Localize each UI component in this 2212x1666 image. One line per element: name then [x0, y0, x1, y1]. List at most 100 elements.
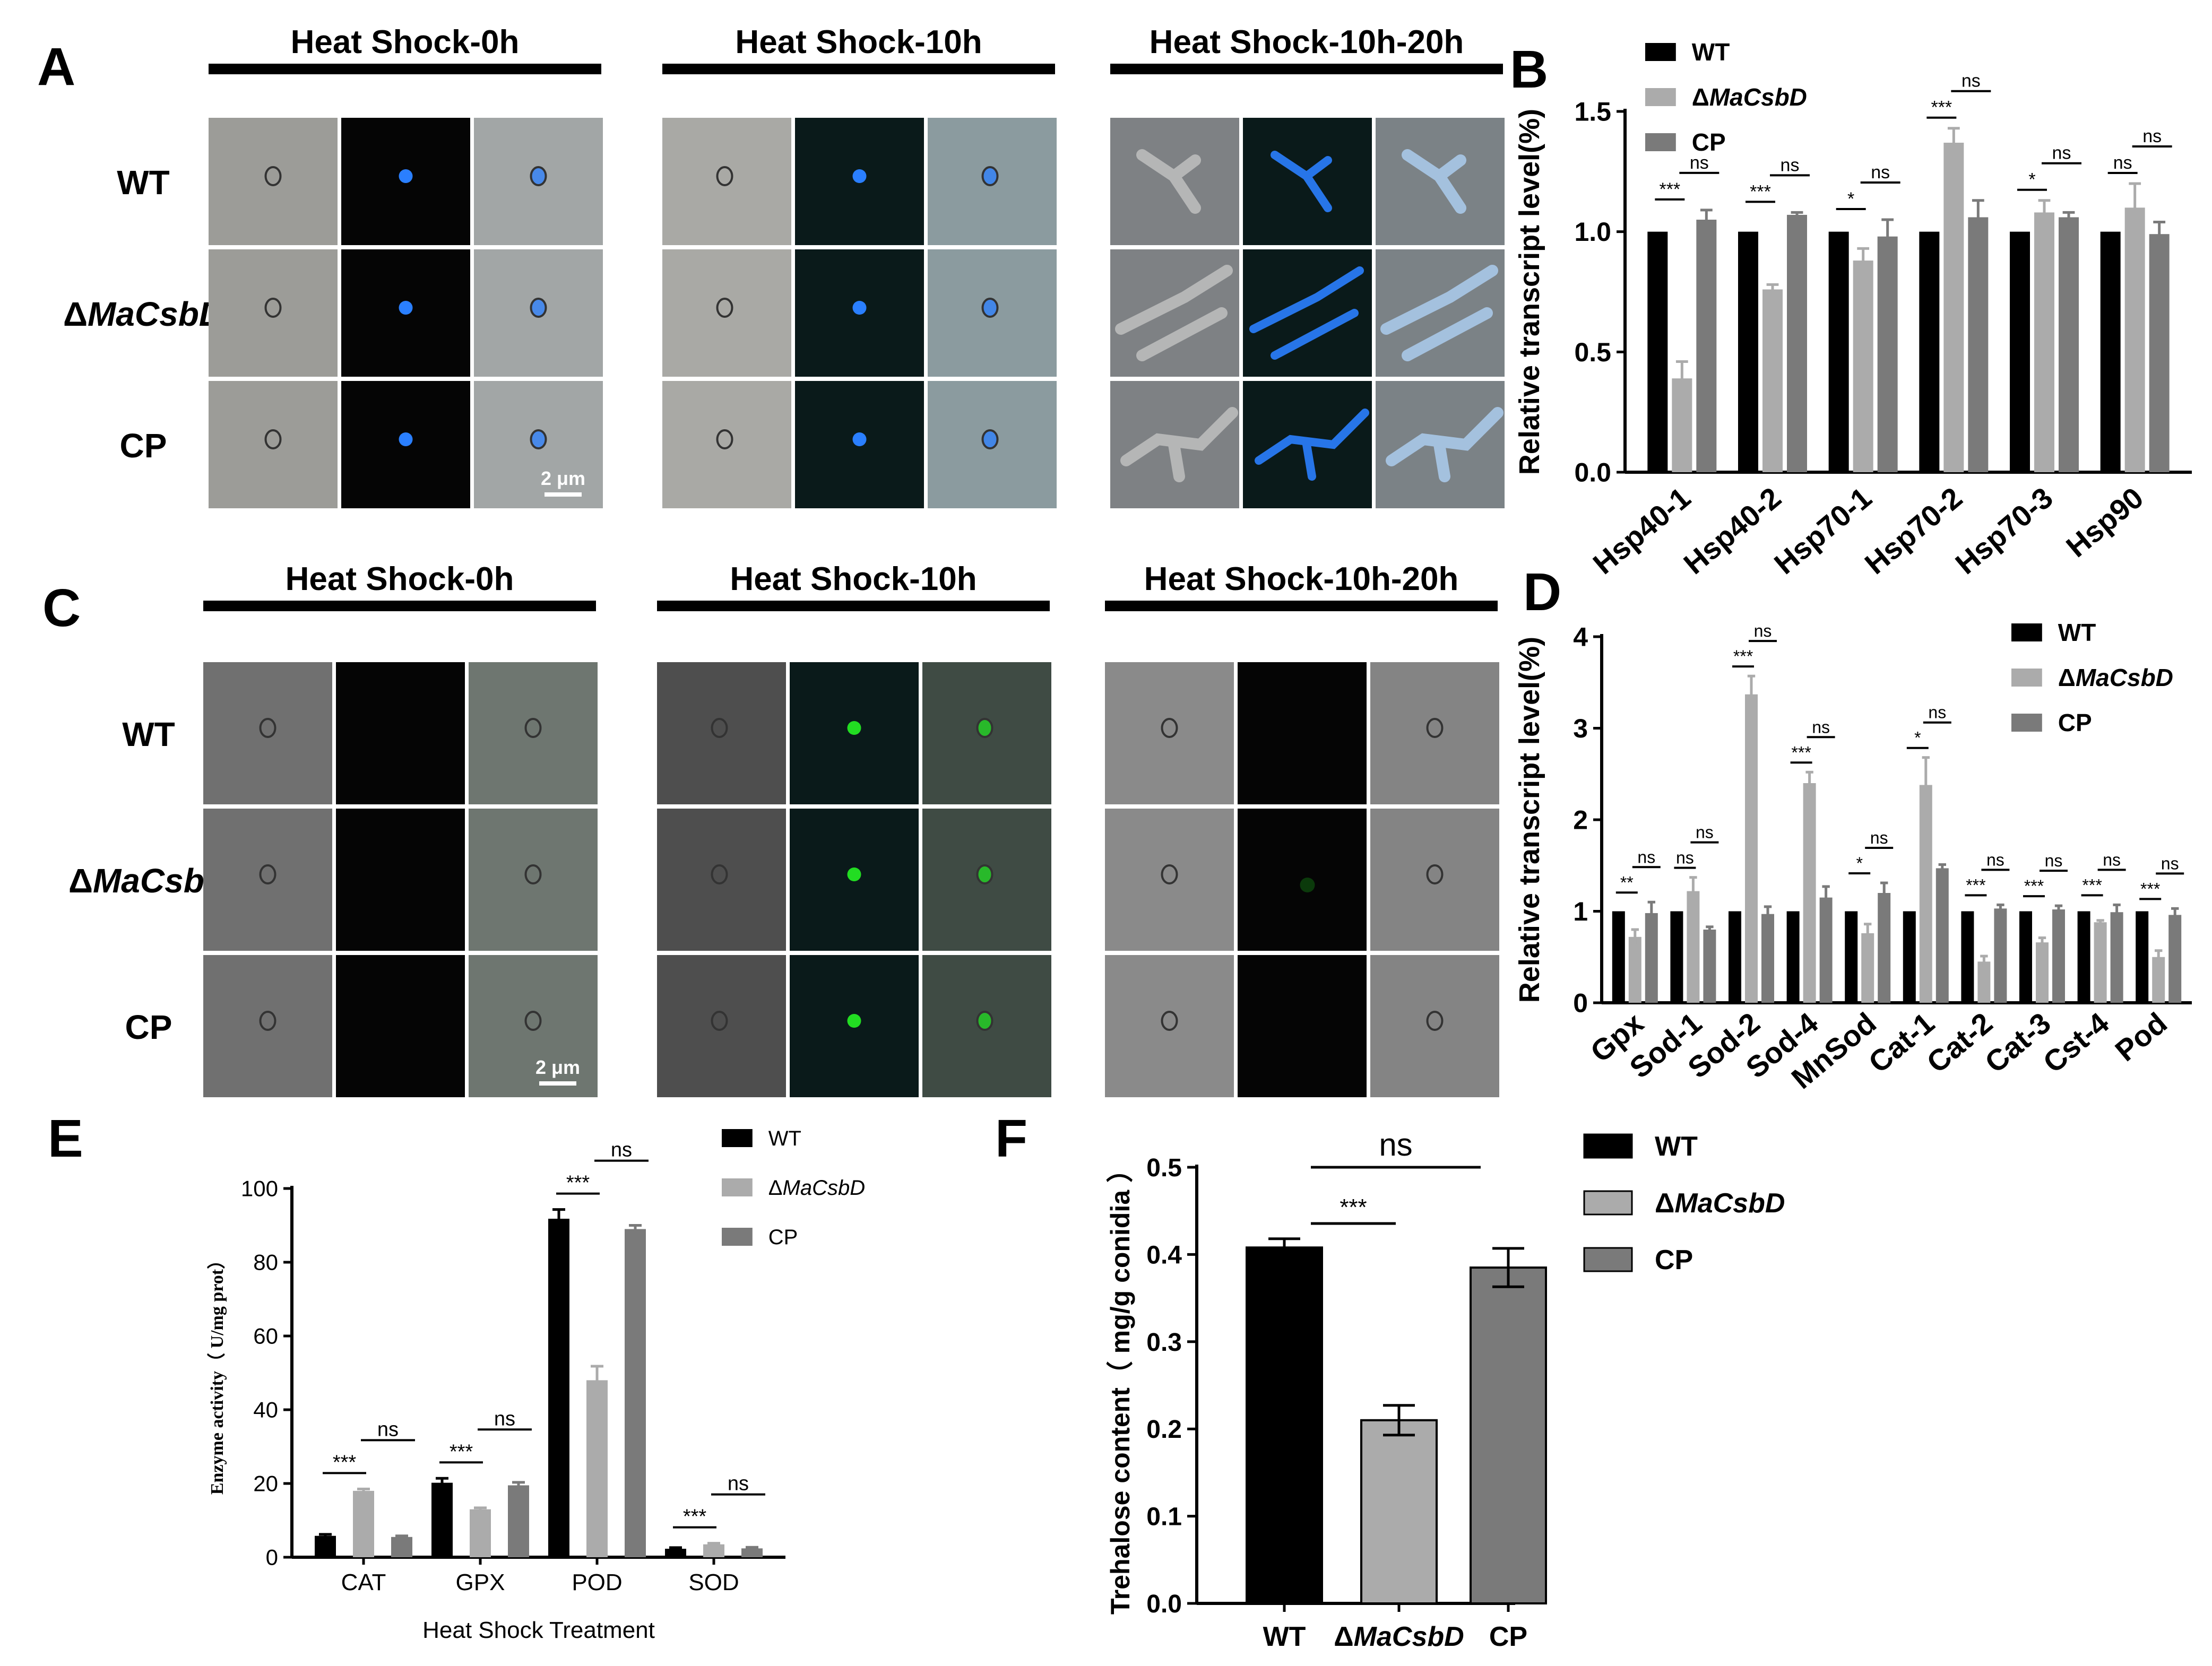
hypha — [1120, 407, 1238, 482]
legend-label: ΔMaCsbD — [768, 1176, 865, 1200]
significance-label: ** — [1620, 873, 1634, 892]
y-axis-label: Relative transcript level(%) — [1514, 637, 1545, 1003]
bar — [1845, 911, 1858, 1003]
x-tick-label: SOD — [688, 1569, 739, 1595]
x-tick-label: ΔMaCsbD — [1334, 1621, 1464, 1652]
legend-label: ΔMaCsbD — [1692, 83, 1807, 111]
conidium — [1426, 1011, 1444, 1031]
bar — [1903, 911, 1916, 1003]
hypha — [1255, 409, 1369, 481]
x-tick-label: Cat-1 — [1862, 1006, 1941, 1079]
significance-label: ns — [728, 1473, 749, 1495]
x-axis-label: Heat Shock Treatment — [422, 1617, 655, 1643]
x-tick-label: Hsp70-1 — [1768, 481, 1878, 580]
bar — [2094, 922, 2107, 1003]
significance-label: ns — [2045, 851, 2063, 870]
conidium — [981, 166, 999, 186]
significance-label: *** — [333, 1451, 357, 1473]
column-header-bar — [662, 64, 1055, 74]
bar — [1647, 231, 1668, 472]
bar — [1961, 911, 1974, 1003]
conidium — [976, 718, 993, 738]
significance-label: ns — [2052, 143, 2071, 163]
y-tick-label: 40 — [253, 1398, 278, 1422]
bar — [2152, 957, 2165, 1003]
faint-spot — [1300, 878, 1315, 892]
bar — [1360, 1419, 1438, 1604]
micrograph-cell — [662, 381, 791, 508]
hypha — [1386, 407, 1504, 482]
panel-letter-a: A — [37, 37, 75, 97]
row-label: CP — [120, 427, 167, 465]
chart-e-enzyme-activity: 0 20 40 60 80 100 Enzyme activity（ U/mg prot） C… — [206, 1127, 865, 1643]
bar — [1919, 785, 1932, 1003]
conidium — [1161, 864, 1178, 884]
bar — [1968, 217, 1989, 472]
micrograph-cell — [209, 249, 338, 377]
micrograph-cell — [1238, 809, 1367, 951]
bar — [1828, 231, 1849, 472]
bar — [1977, 961, 1991, 1003]
y-tick-label: 80 — [253, 1250, 278, 1275]
bar — [2034, 212, 2054, 472]
bar — [315, 1535, 336, 1557]
significance-label: ns — [1637, 847, 1655, 866]
row-label: CP — [125, 1008, 172, 1046]
legend-label: CP — [1655, 1245, 1693, 1275]
bar — [741, 1548, 763, 1557]
fluorescent-spot — [399, 432, 413, 446]
legend-swatch — [1645, 88, 1676, 106]
conidium — [1161, 1011, 1178, 1031]
bar — [1878, 893, 1891, 1003]
bar — [2059, 217, 2079, 472]
significance-label: * — [1847, 189, 1854, 209]
bar — [1729, 911, 1741, 1003]
fluorescent-spot — [852, 301, 867, 315]
conidium — [981, 429, 999, 449]
x-tick-label: POD — [572, 1569, 622, 1595]
micrograph-grid-c: Heat Shock-0h Heat Shock-10h Heat Shock-10… — [68, 561, 1499, 1097]
panel-letter-f: F — [995, 1109, 1027, 1168]
fluorescent-spot — [852, 169, 867, 183]
hypha — [1115, 265, 1233, 361]
conidium — [530, 298, 547, 318]
legend-swatch — [2011, 669, 2042, 687]
column-title: Heat Shock-10h — [735, 24, 982, 60]
row-label: ΔMaCsbD — [63, 295, 223, 333]
fluorescent-spot — [847, 1014, 861, 1028]
bar — [1787, 214, 1807, 472]
scale-bar-label: 2 μm — [541, 467, 585, 489]
micrograph-cell — [657, 662, 786, 804]
scale-bar — [545, 492, 582, 497]
fluorescent-spot — [852, 432, 867, 446]
conidium — [264, 298, 282, 318]
significance-label: ns — [2113, 153, 2132, 173]
fluorescent-spot — [847, 867, 861, 881]
y-axis-label: Relative transcript level(%) — [1514, 109, 1545, 475]
hypha — [1136, 149, 1201, 214]
y-tick-label: 1.5 — [1574, 97, 1611, 127]
bar — [1670, 911, 1683, 1003]
significance-label: ns — [1690, 153, 1709, 173]
fluorescent-spot — [847, 721, 861, 735]
column-title: Heat Shock-0h — [286, 561, 514, 597]
panel-letter-d: D — [1523, 562, 1561, 622]
micrograph-cell — [203, 955, 332, 1097]
column-header-bar — [1110, 64, 1503, 74]
fluorescent-spot — [399, 169, 413, 183]
bar — [2124, 207, 2145, 472]
micrograph-cell — [662, 249, 791, 377]
conidium — [711, 864, 728, 884]
conidium — [976, 1011, 993, 1031]
conidium — [524, 864, 542, 884]
significance-label: ns — [1754, 621, 1772, 640]
column-header-bar — [209, 64, 601, 74]
legend-swatch — [1583, 1190, 1633, 1216]
micrograph-cell — [209, 381, 338, 508]
significance-label: *** — [1659, 179, 1680, 199]
conidium — [711, 718, 728, 738]
bar — [2010, 231, 2030, 472]
bar — [625, 1229, 646, 1557]
significance-label: * — [1856, 854, 1862, 873]
micrograph-cell — [1370, 809, 1499, 951]
